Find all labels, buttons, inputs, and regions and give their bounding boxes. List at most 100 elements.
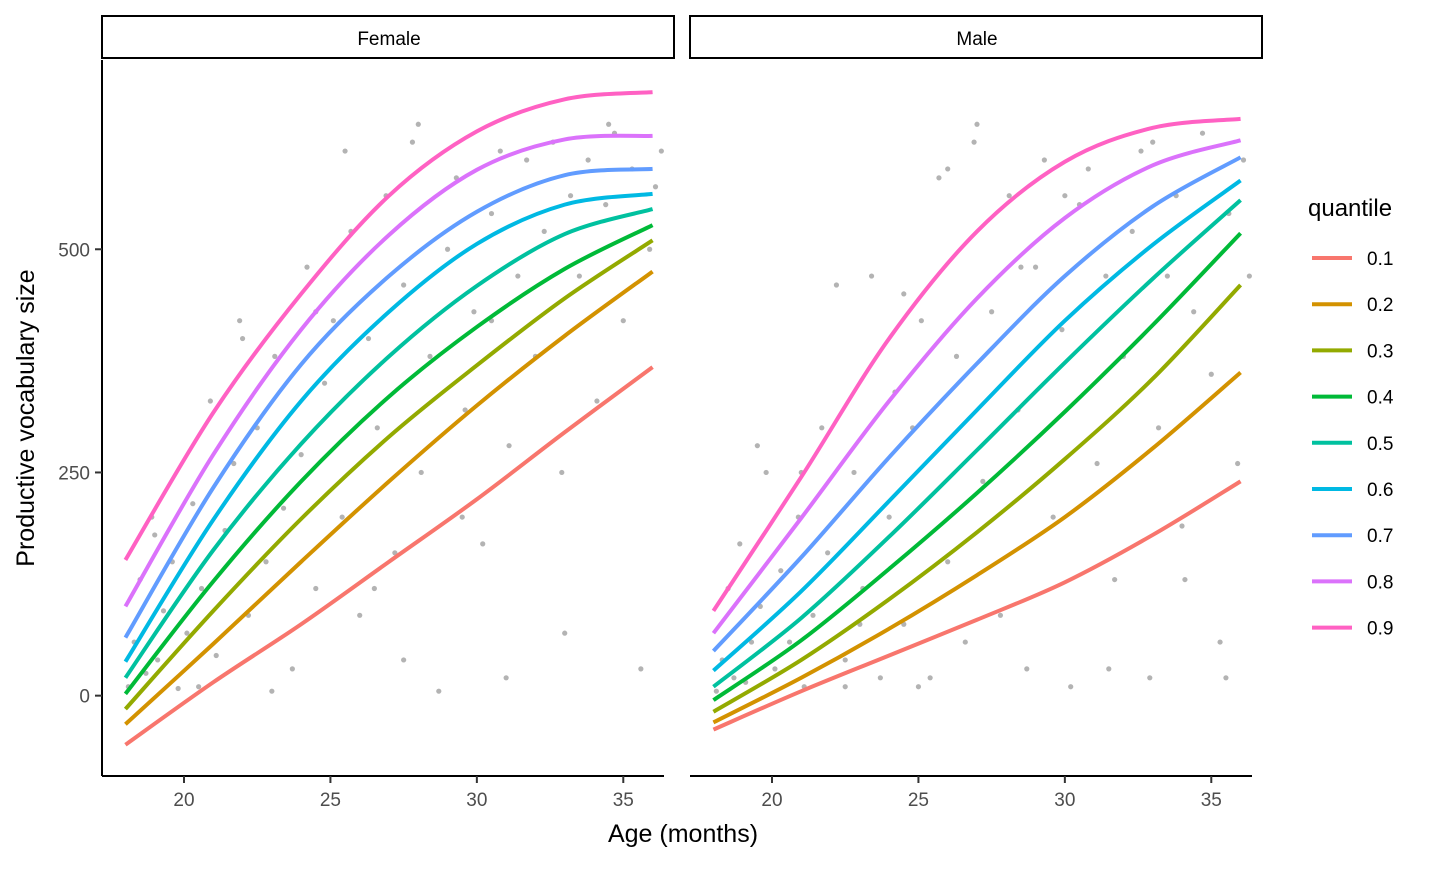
y-tick-label: 250 [58,463,90,484]
scatter-point [877,675,883,681]
scatter-point [213,652,219,659]
x-tick-label: 30 [1054,790,1075,811]
scatter-point [280,505,287,511]
scatter-point [239,335,246,342]
scatter-point [980,478,986,484]
quantile-line-0.3 [123,238,654,711]
scatter-point [1235,460,1241,467]
panel-male: Male 20 25 30 35 [689,15,1263,811]
scatter-point [886,514,892,520]
scatter-point [786,639,793,645]
scatter-point [289,666,295,672]
scatter-point [392,550,398,556]
scatter-point [713,688,719,694]
scatter-point [160,608,167,614]
scatter-point [155,657,161,663]
scatter-point [175,685,181,692]
legend-label: 0.9 [1367,619,1393,640]
scatter-point [1217,639,1223,645]
scatter-point [918,318,924,324]
quantile-line-0.6 [712,178,1242,673]
quantile-line-0.4 [123,223,654,696]
scatter-point [1059,327,1065,333]
scatter-point [567,193,574,199]
quantile-line-0.9 [123,90,653,561]
scatter-point [1179,523,1185,529]
scatter-point [304,264,310,270]
legend: quantile 0.1 0.2 0.3 0.4 0.5 0.6 0.7 0.8 0.9 [1308,195,1394,640]
scatter-point [415,121,421,127]
scatter-point [606,121,612,127]
scatter-point [497,148,503,154]
legend-item: 0.5 [1312,434,1393,455]
scatter-point [357,612,363,618]
scatter-point [1024,666,1030,672]
scatter-point [1150,139,1156,145]
scatter-point [1164,273,1170,279]
scatter-point [1191,309,1197,315]
scatter-point [1155,425,1162,431]
x-tick-label: 20 [173,790,194,811]
scatter-point [298,452,304,458]
scatter-point [401,657,407,663]
scatter-point [371,585,377,592]
scatter-point [365,335,372,342]
scatter-point [971,139,977,145]
facet-strip-label: Female [357,29,420,50]
scatter-point [1050,514,1056,520]
scatter-point [1246,273,1252,279]
scatter-point [1085,166,1091,172]
scatter-point [825,550,831,556]
scatter-point [731,675,737,681]
scatter-point [1112,576,1118,583]
x-tick-label: 35 [1201,790,1222,811]
scatter-point [1199,130,1206,136]
scatter-point [1018,264,1024,270]
legend-item: 0.4 [1312,388,1394,409]
legend-item: 0.9 [1312,619,1393,640]
scatter-point [652,184,659,190]
quantile-line-0.8 [711,138,1242,635]
scatter-point [207,398,213,404]
panel-female: Female 20 25 30 35 0 250 500 [58,15,675,811]
legend-item: 0.6 [1312,480,1393,501]
quantile-line-0.9 [711,116,1241,612]
quantile-line-0.7 [123,166,653,639]
scatter-point [1006,193,1012,199]
scatter-point [339,514,345,520]
scatter-point [342,148,348,154]
quantile-line-0.2 [124,269,654,726]
scatter-point [989,309,995,315]
y-axis-title: Productive vocabulary size [12,269,40,566]
legend-item: 0.1 [1312,249,1393,270]
scatter-point [462,407,468,413]
scatter-point [778,568,784,574]
y-tick-label: 500 [58,240,90,261]
facet-strip-label: Male [956,29,997,50]
scatter-point [997,612,1004,618]
legend-item: 0.3 [1312,341,1393,362]
scatter-point [842,657,848,663]
scatter-point [515,273,521,279]
scatter-point [190,501,196,507]
scatter-point [237,318,243,324]
scatter-point [196,684,202,690]
x-tick-label: 25 [908,790,929,811]
quantile-line-0.6 [123,191,653,663]
scatter-point [471,309,477,315]
scatter-point [953,353,960,359]
quantile-line-0.5 [123,207,654,679]
scatter-point [754,443,760,449]
scatter-point [1094,460,1100,467]
legend-label: 0.6 [1367,480,1393,501]
scatter-point [1041,157,1047,163]
quantile-lines [711,116,1243,732]
quantile-line-0.8 [123,133,653,608]
scatter-point [647,246,653,252]
scatter-point [1138,148,1144,154]
scatter-point [851,469,857,476]
scatter-point [459,514,465,520]
scatter-point [1062,193,1068,199]
scatter-point [562,630,568,636]
scatter-point [638,666,644,672]
